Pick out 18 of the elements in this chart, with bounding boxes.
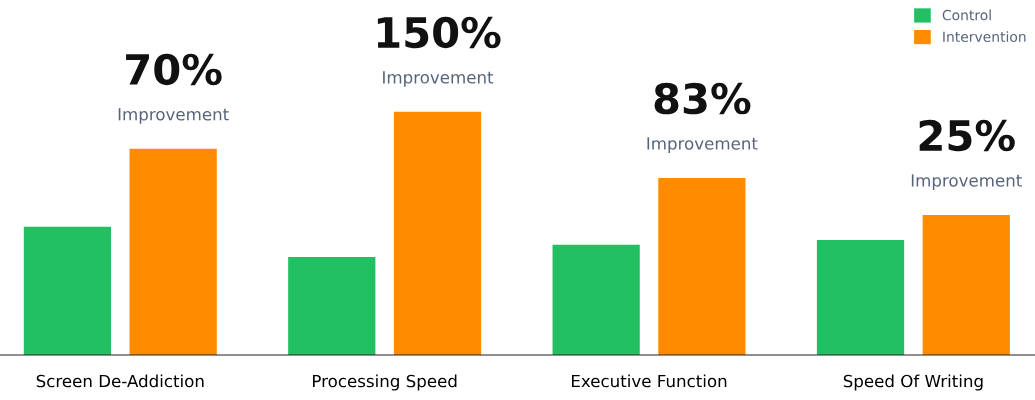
bar	[658, 177, 746, 355]
text: 150% Improvement	[377, 16, 501, 87]
bar	[129, 148, 217, 355]
legend-label: Control	[942, 9, 991, 21]
annotation: 70% Improvement	[118, 53, 229, 124]
annotation: 83% Improvement	[647, 82, 758, 153]
x-tick-label: Executive Function	[572, 374, 727, 388]
bar	[23, 226, 112, 355]
bar	[393, 111, 482, 355]
x-tick-label: Speed Of Writing	[843, 374, 983, 391]
bar	[816, 239, 905, 355]
bar	[288, 257, 376, 355]
bar	[922, 214, 1010, 355]
bar	[552, 244, 640, 355]
legend-label: Intervention	[943, 31, 1026, 42]
x-tick-label: Processing Speed	[313, 374, 457, 391]
annotation: 25% Improvement	[911, 119, 1022, 190]
x-tick-label: Screen De-Addiction	[36, 374, 204, 388]
